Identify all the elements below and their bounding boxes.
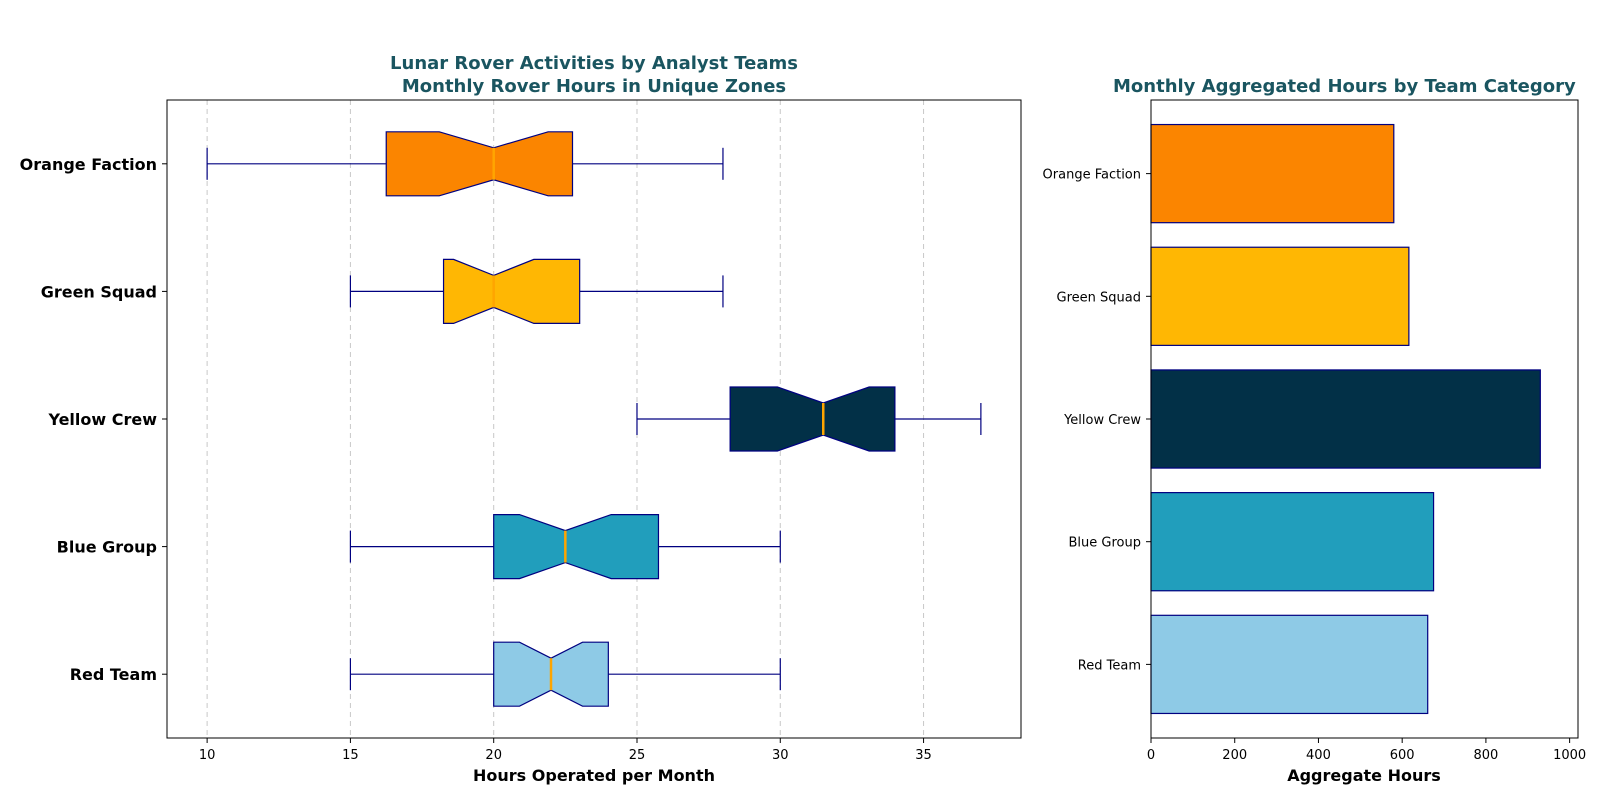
boxplot-y-tick-label-red-team: Red Team (70, 665, 157, 684)
boxplot-x-tick-label-15: 15 (342, 748, 359, 763)
bar-x-tick-label-800: 800 (1473, 748, 1498, 763)
boxplot-x-tick-label-30: 30 (772, 748, 789, 763)
bar-chart-title: Monthly Aggregated Hours by Team Categor… (1113, 76, 1576, 97)
boxplot-y-tick-label-yellow-crew: Yellow Crew (47, 410, 157, 429)
boxplot-title-line1: Lunar Rover Activities by Analyst Teams (390, 53, 798, 74)
bar-y-tick-label-orange-faction: Orange Faction (1043, 168, 1141, 183)
boxplot-x-ticks: 10 15 20 25 30 35 (199, 738, 932, 763)
bar-x-tick-label-600: 600 (1390, 748, 1415, 763)
bar-chart: Monthly Aggregated Hours by Team Categor… (1043, 76, 1587, 785)
bar-chart-x-ticks: 0 200 400 600 800 1000 (1147, 738, 1586, 763)
boxplot-chart: Lunar Rover Activities by Analyst Teams … (20, 53, 1022, 785)
boxplot-x-tick-label-35: 35 (915, 748, 932, 763)
boxplot-x-axis-label: Hours Operated per Month (473, 766, 715, 785)
bar-red-team (1150, 614, 1429, 715)
box-blue-group (493, 513, 660, 580)
boxplot-x-tick-label-20: 20 (485, 748, 502, 763)
boxplot-x-tick-label-10: 10 (199, 748, 216, 763)
boxplot-title-line2: Monthly Rover Hours in Unique Zones (402, 76, 786, 97)
boxplot-y-tick-label-blue-group: Blue Group (57, 538, 157, 557)
bar-x-tick-label-1000: 1000 (1553, 748, 1586, 763)
bar-y-tick-label-red-team: Red Team (1078, 658, 1141, 673)
bar-blue-group (1150, 492, 1435, 592)
boxplot-marks (206, 131, 982, 707)
bar-chart-marks (1150, 123, 1541, 715)
bar-y-tick-label-yellow-crew: Yellow Crew (1063, 413, 1141, 428)
box-green-squad (442, 258, 581, 324)
bar-chart-x-axis-label: Aggregate Hours (1287, 766, 1441, 785)
bar-x-tick-label-400: 400 (1306, 748, 1331, 763)
bar-green-squad (1150, 246, 1410, 346)
boxplot-y-tick-label-green-squad: Green Squad (41, 282, 157, 301)
box-yellow-crew (729, 386, 896, 452)
bar-x-tick-label-0: 0 (1147, 748, 1155, 763)
bar-y-tick-label-blue-group: Blue Group (1069, 536, 1141, 551)
box-orange-faction (385, 131, 574, 197)
boxplot-x-tick-label-25: 25 (629, 748, 646, 763)
bar-x-tick-label-200: 200 (1222, 748, 1247, 763)
boxplot-y-tick-label-orange-faction: Orange Faction (20, 155, 157, 174)
boxplot-y-ticks: Red Team Blue Group Yellow Crew Green Squad… (20, 155, 167, 684)
bar-y-tick-label-green-squad: Green Squad (1057, 290, 1141, 305)
bar-chart-y-ticks: Red Team Blue Group Yellow Crew Green Squad… (1043, 168, 1151, 673)
bar-orange-faction (1150, 123, 1395, 224)
bar-yellow-crew (1150, 369, 1541, 469)
